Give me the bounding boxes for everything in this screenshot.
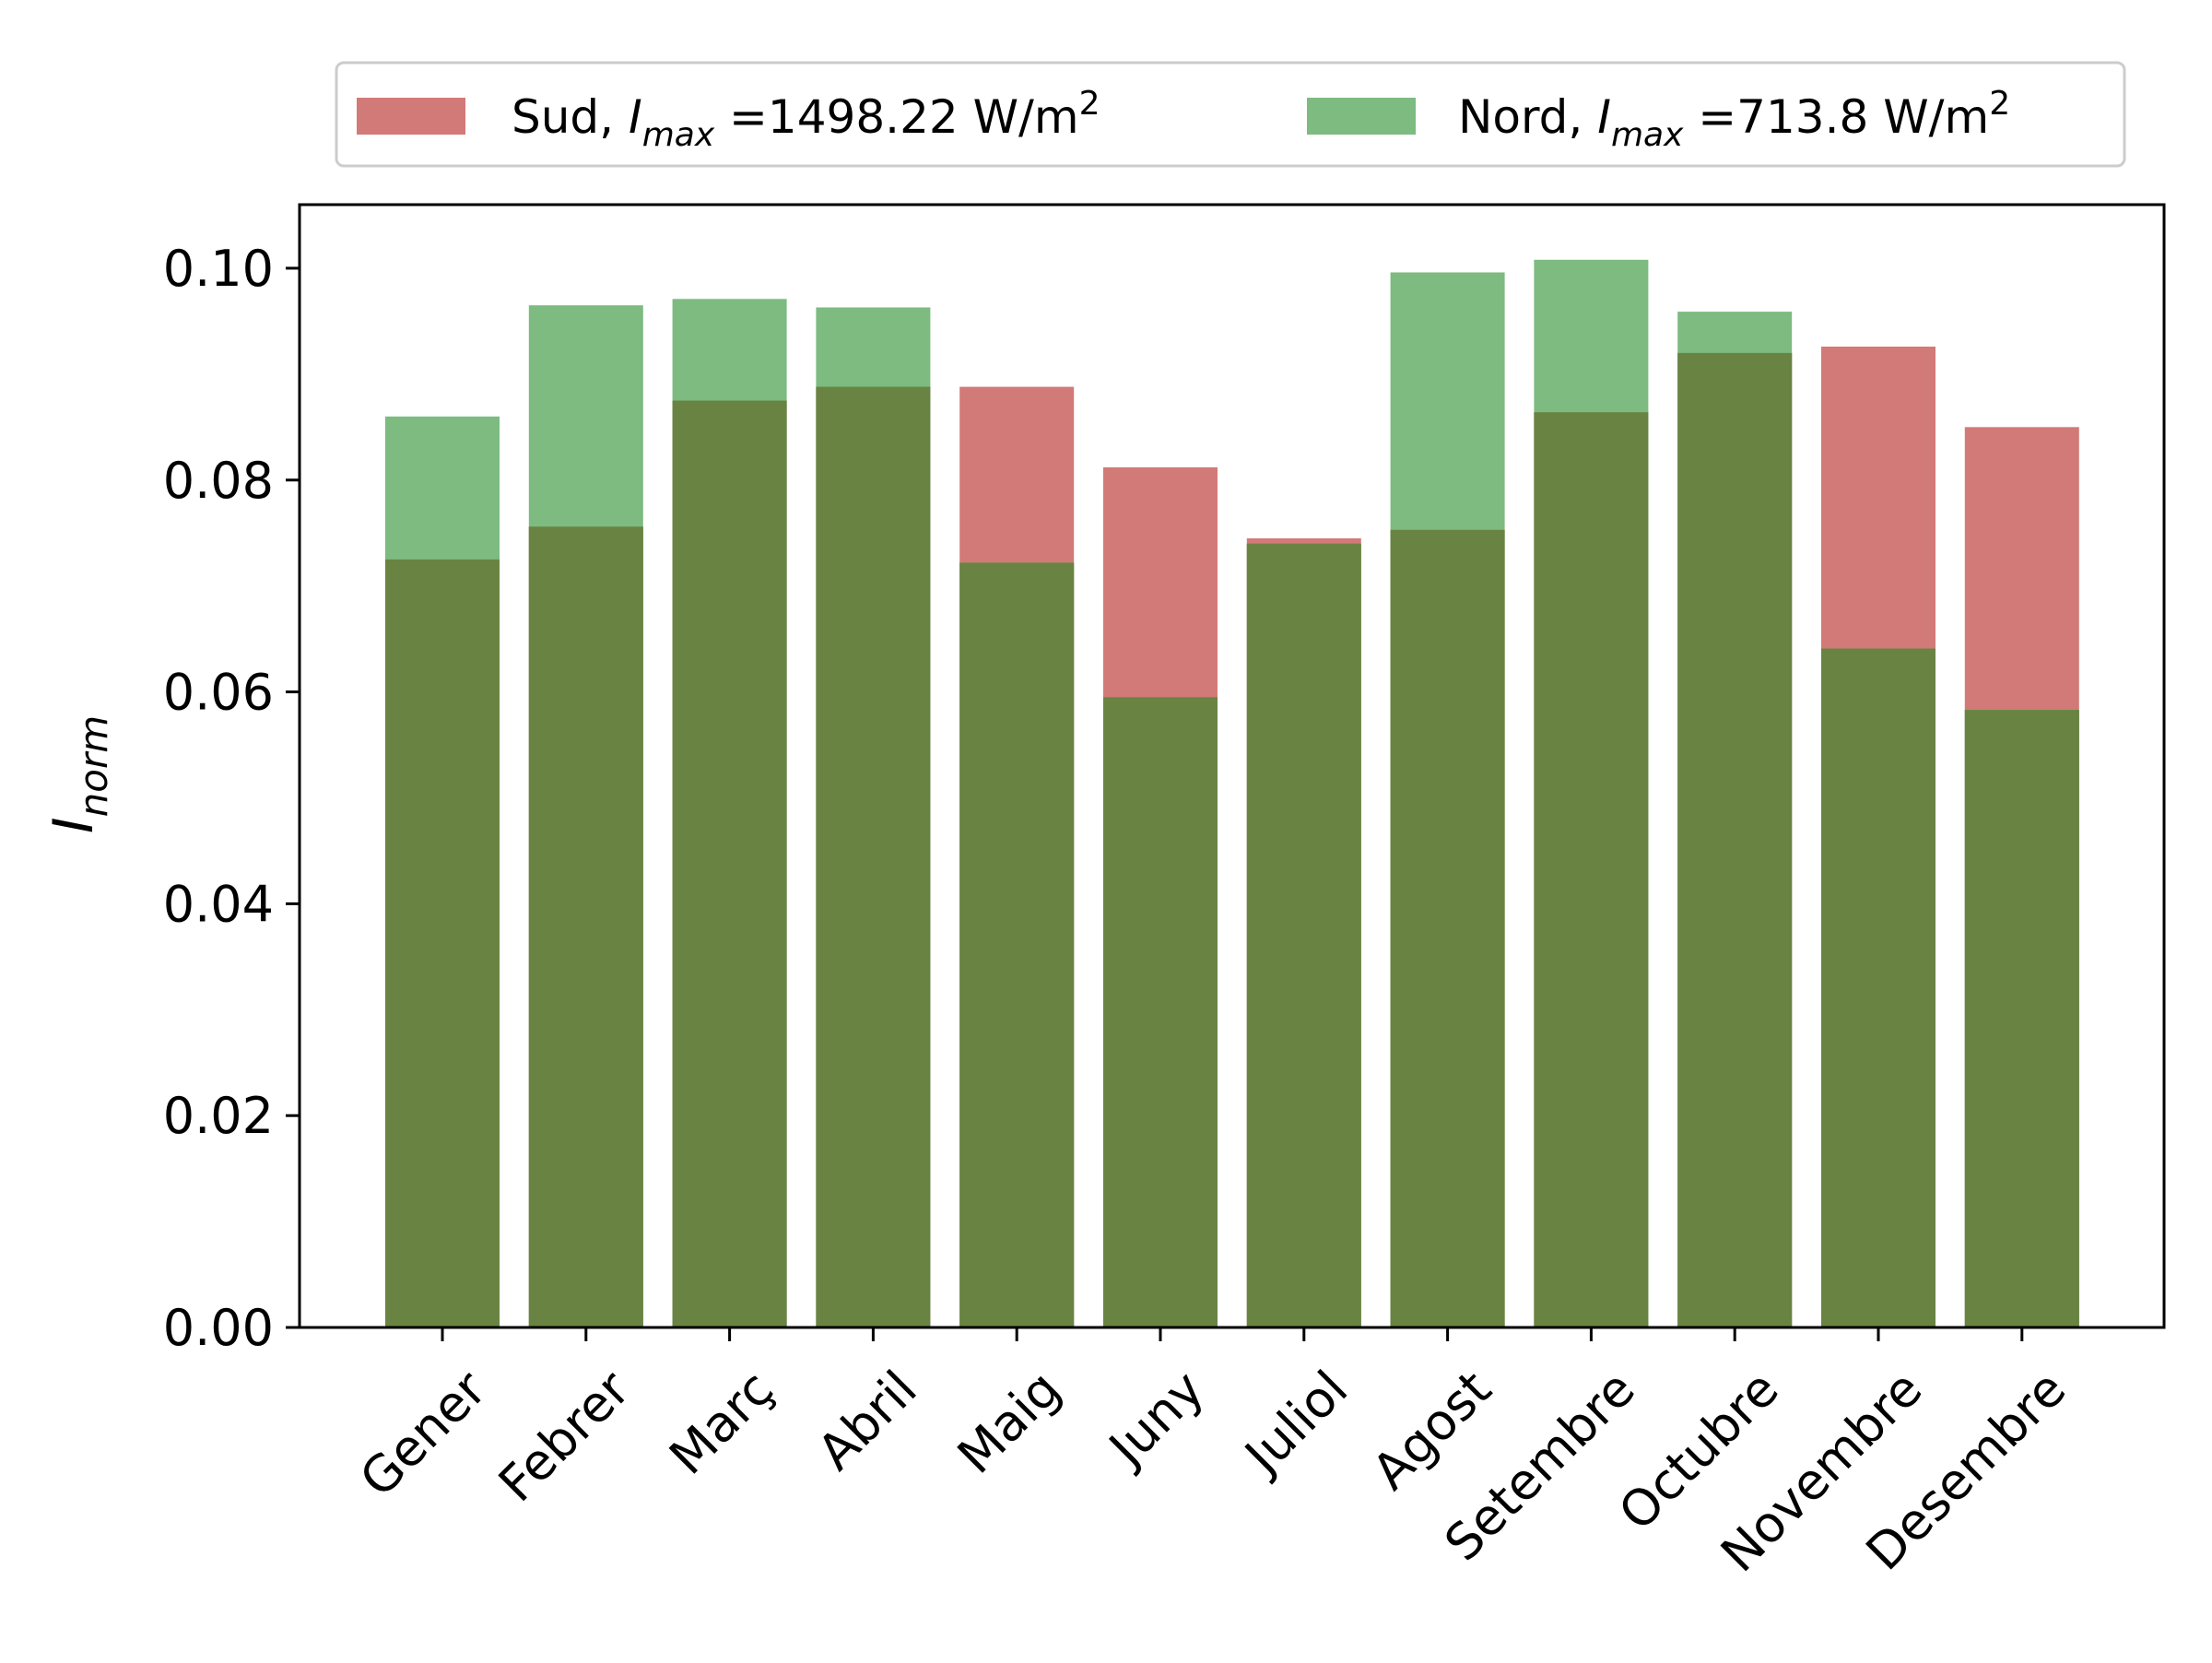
bar-overlap-marc — [672, 400, 787, 1328]
bar-overlap-agost — [1390, 529, 1505, 1327]
bar-overlap-maig — [959, 562, 1075, 1327]
bar-overlap-juliol — [1246, 543, 1361, 1327]
legend-sud-middle: =1498.22 W/m — [714, 90, 1078, 144]
y-axis: 0.00 0.02 0.04 0.06 0.08 0.10 — [163, 240, 300, 1357]
legend-sud-prefix: Sud, — [512, 90, 629, 144]
legend-sud-subscript: max — [642, 116, 715, 154]
bar-overlap-abril — [816, 386, 931, 1328]
y-tick-label: 0.06 — [163, 664, 274, 722]
x-tick-label-gener: Gener — [348, 1359, 498, 1508]
x-tick-label-agost: Agost — [1361, 1360, 1502, 1501]
legend-nord-symbol: I — [1597, 90, 1611, 144]
x-tick-label-marc: Març — [658, 1360, 784, 1486]
legend-nord-prefix: Nord, — [1458, 90, 1597, 144]
y-axis-label: Inorm — [41, 715, 116, 833]
legend-sud-superscript: 2 — [1079, 85, 1100, 123]
legend-label-sud: Sud, Imax =1498.22 W/m2 — [512, 85, 1100, 154]
y-tick-label: 0.04 — [163, 875, 274, 933]
bar-overlap-desembre — [1964, 710, 2079, 1327]
x-tick-label-maig: Maig — [947, 1360, 1072, 1485]
y-tick-label: 0.10 — [163, 240, 274, 298]
y-axis-label-symbol: I — [41, 817, 106, 833]
x-tick-label-febrer: Febrer — [488, 1359, 641, 1513]
legend-swatch-nord — [1307, 98, 1416, 135]
legend-frame — [335, 61, 2126, 168]
x-tick-label-juliol: Juliol — [1232, 1360, 1359, 1486]
x-tick-label-abril: Abril — [806, 1360, 928, 1481]
legend-nord-subscript: max — [1611, 116, 1684, 154]
legend-nord-middle: =713.8 W/m — [1683, 90, 1989, 144]
y-tick-label: 0.00 — [163, 1299, 274, 1357]
bar-overlap-setembre — [1534, 412, 1649, 1327]
y-tick-label: 0.08 — [163, 452, 274, 510]
legend: Sud, Imax =1498.22 W/m2 Nord, Imax =713.… — [335, 61, 2126, 168]
legend-label-nord: Nord, Imax =713.8 W/m2 — [1458, 85, 2010, 154]
y-tick-label: 0.02 — [163, 1087, 274, 1145]
y-axis-label-subscript: norm — [71, 715, 116, 818]
bar-overlap-octubre — [1677, 352, 1793, 1327]
bar-overlap-gener — [385, 559, 500, 1327]
bar-overlap-novembre — [1821, 648, 1936, 1327]
bar-overlap-febrer — [528, 526, 643, 1327]
legend-sud-symbol: I — [629, 90, 642, 144]
x-tick-label-juny: Juny — [1097, 1360, 1216, 1479]
bar-overlap-juny — [1103, 697, 1218, 1327]
plot-area-frame — [298, 203, 2166, 1329]
legend-swatch-sud — [357, 98, 465, 135]
legend-nord-superscript: 2 — [1989, 85, 2010, 123]
bars — [385, 259, 2079, 1328]
